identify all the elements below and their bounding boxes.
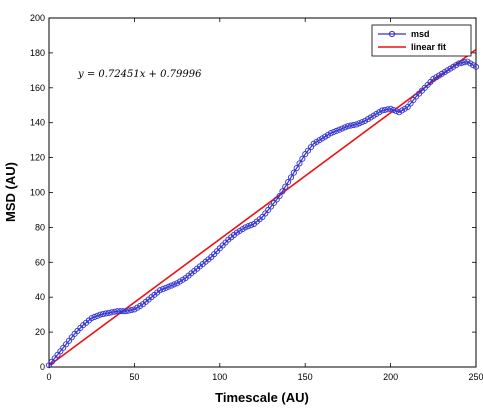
msd-point <box>119 308 127 315</box>
msd-point <box>327 130 334 137</box>
msd-point <box>168 282 175 289</box>
msd-point <box>117 308 124 315</box>
x-tick-label: 0 <box>46 372 51 382</box>
msd-point <box>296 160 303 167</box>
y-tick-label: 180 <box>30 48 45 58</box>
msd-point <box>282 183 289 190</box>
msd-point <box>356 120 363 127</box>
msd-point <box>105 309 112 316</box>
msd-point <box>94 312 101 319</box>
msd-point <box>122 308 129 315</box>
msd-point <box>381 106 388 113</box>
msd-point <box>156 287 164 294</box>
x-tick-label: 150 <box>298 372 313 382</box>
y-tick-label: 120 <box>30 153 45 163</box>
annotation-equation: y = 0.72451x + 0.79996 <box>77 69 202 80</box>
legend-msd-marker <box>388 30 396 38</box>
msd-point <box>88 315 95 322</box>
x-axis-label: Timescale (AU) <box>215 390 309 405</box>
y-tick-label: 100 <box>30 188 45 198</box>
x-tick-label: 100 <box>212 372 227 382</box>
y-tick-label: 80 <box>35 222 45 232</box>
msd-point <box>108 309 115 316</box>
fit-layer <box>48 48 477 367</box>
msd-point <box>293 165 300 172</box>
msd-point <box>342 124 349 131</box>
legend: msd linear fit <box>371 24 472 57</box>
msd-point <box>285 178 292 186</box>
msd-point <box>350 121 357 129</box>
msd-point <box>330 128 337 136</box>
x-tick-label: 50 <box>129 372 139 382</box>
x-tick-label: 200 <box>383 372 398 382</box>
msd-point <box>379 107 386 114</box>
msd-point <box>461 59 468 66</box>
y-axis-label: MSD (AU) <box>3 162 18 222</box>
legend-msd-label: msd <box>411 29 430 39</box>
msd-point <box>384 106 391 113</box>
msd-point <box>279 188 286 195</box>
msd-point <box>171 281 178 288</box>
y-tick-label: 140 <box>30 118 45 128</box>
msd-point <box>100 311 107 318</box>
msd-point <box>245 223 252 230</box>
msd-point <box>339 125 346 132</box>
msd-point <box>91 313 98 321</box>
msd-point <box>128 306 135 314</box>
msd-point <box>242 224 249 231</box>
msd-point <box>393 108 400 115</box>
legend-fit-label: linear fit <box>411 42 446 52</box>
msd-point <box>359 119 366 126</box>
axis-ticks: 0 50 100 150 200 250 0 20 40 60 80 100 120 140 160 180 2… <box>30 13 483 382</box>
msd-point <box>472 63 480 70</box>
msd-point <box>387 105 394 112</box>
msd-point <box>97 311 104 318</box>
msd-point <box>114 308 121 315</box>
legend-box <box>371 24 472 57</box>
msd-point <box>162 284 169 291</box>
x-tick-label: 250 <box>468 372 483 382</box>
msd-point <box>390 106 397 113</box>
msd-point <box>299 155 306 162</box>
y-tick-label: 20 <box>35 327 45 337</box>
msd-point <box>102 310 109 317</box>
msd-point <box>165 283 172 290</box>
msd-point <box>353 121 360 128</box>
msd-point <box>276 192 283 200</box>
msd-point <box>159 286 166 293</box>
y-tick-label: 60 <box>35 257 45 267</box>
msd-point <box>111 308 118 315</box>
y-tick-label: 200 <box>30 13 45 23</box>
msd-point <box>344 123 351 130</box>
msd-point <box>287 174 295 181</box>
msd-point <box>458 59 465 66</box>
y-tick-label: 0 <box>40 362 45 372</box>
linear-fit-line <box>48 48 477 367</box>
msd-point <box>290 169 297 176</box>
y-tick-label: 160 <box>30 83 45 93</box>
msd-point <box>347 122 354 129</box>
series-layer <box>45 58 480 369</box>
msd-point <box>333 127 340 134</box>
msd-point <box>336 126 343 133</box>
msd-point <box>125 307 132 314</box>
msd-point <box>455 60 462 67</box>
msd-point <box>248 222 255 229</box>
y-tick-label: 40 <box>35 292 45 302</box>
